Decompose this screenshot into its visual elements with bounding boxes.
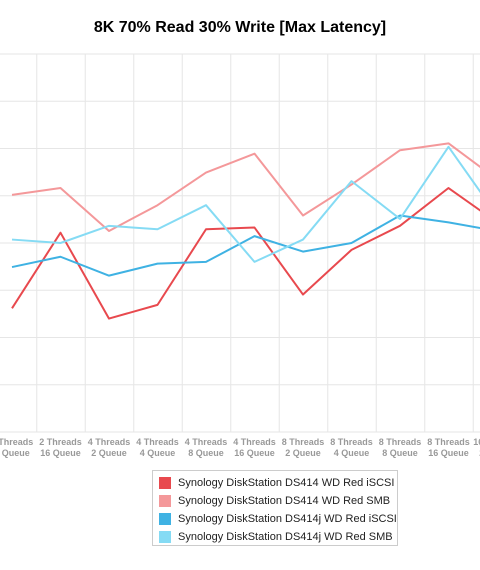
legend-item: Synology DiskStation DS414j WD Red iSCSI — [159, 510, 397, 528]
legend-item: Synology DiskStation DS414j WD Red SMB — [159, 528, 397, 546]
legend-item: Synology DiskStation DS414 WD Red SMB — [159, 492, 397, 510]
legend-label: Synology DiskStation DS414 WD Red SMB — [178, 495, 391, 507]
series-line-2 — [11, 214, 480, 277]
legend: Synology DiskStation DS414 WD Red iSCSI S… — [152, 470, 398, 546]
x-tick-label: 4 Threads 2 Queue — [88, 437, 131, 458]
x-tick-label: 8 Threads 4 Queue — [330, 437, 373, 458]
series-line-0 — [11, 187, 480, 320]
x-tick-label: 2 Threads 16 Queue — [39, 437, 82, 458]
x-tick-label: 4 Threads 16 Queue — [233, 437, 276, 458]
legend-item: Synology DiskStation DS414 WD Red iSCSI — [159, 474, 397, 492]
legend-label: Synology DiskStation DS414 WD Red iSCSI — [178, 477, 395, 489]
series-lines — [11, 142, 480, 320]
legend-swatch — [159, 495, 171, 507]
legend-swatch — [159, 513, 171, 525]
legend-swatch — [159, 531, 171, 543]
x-tick-label: 8 Threads 2 Queue — [282, 437, 325, 458]
x-tick-label: 8 Threads 8 Queue — [379, 437, 422, 458]
grid — [0, 53, 480, 433]
chart-title: 8K 70% Read 30% Write [Max Latency] — [93, 19, 387, 36]
legend-swatch — [159, 477, 171, 489]
x-tick-label: 4 Threads 8 Queue — [185, 437, 228, 458]
x-tick-label: 4 Threads 4 Queue — [136, 437, 179, 458]
x-tick-label: 8 Threads 16 Queue — [427, 437, 470, 458]
series-line-3 — [11, 145, 480, 263]
series-line-1 — [11, 142, 480, 232]
legend-label: Synology DiskStation DS414j WD Red SMB — [178, 531, 393, 543]
legend-label: Synology DiskStation DS414j WD Red iSCSI — [178, 513, 397, 525]
